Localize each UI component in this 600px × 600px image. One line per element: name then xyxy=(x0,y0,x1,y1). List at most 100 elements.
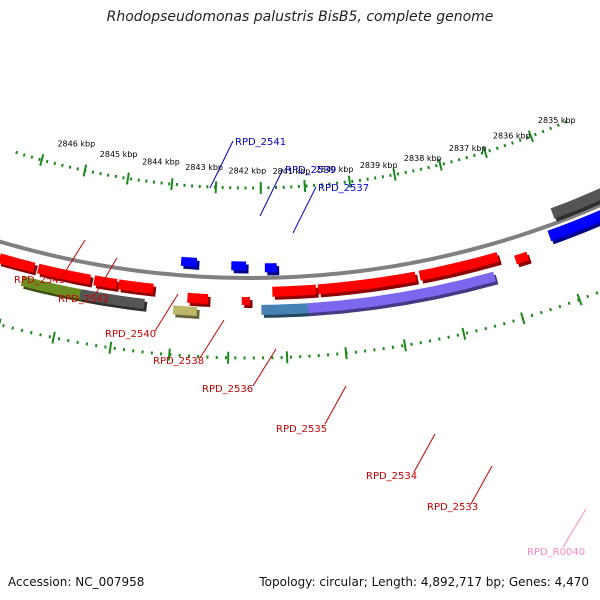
outer-major-tick xyxy=(214,181,218,194)
outer-minor-tick xyxy=(53,161,57,166)
inner-minor-tick xyxy=(39,333,42,337)
label-leader xyxy=(292,186,317,234)
inner-minor-tick xyxy=(475,329,478,333)
outer-major-tick xyxy=(392,168,397,181)
cds-reverse xyxy=(547,210,600,242)
label-leader xyxy=(154,293,179,332)
gene-label: RPD_2541 xyxy=(235,137,286,148)
scale-tick-label: 2842 kbp xyxy=(229,166,267,175)
inner-minor-tick xyxy=(2,324,5,328)
gene-label: RPD_2543 xyxy=(14,275,65,286)
cds-forward xyxy=(514,251,530,265)
outer-minor-tick xyxy=(381,175,385,179)
outer-minor-tick xyxy=(503,143,507,148)
tick-labels: 2846 kbp 2845 kbp 2844 kbp 2843 kbp 2842 kbp… xyxy=(57,116,575,176)
inner-minor-tick xyxy=(438,337,441,341)
gene-labels: RPD_2541 RPD_2539 RPD_2537 RPD_2543 RPD_2542… xyxy=(14,137,585,558)
gene-label: RPD_2536 xyxy=(202,384,253,395)
cds-forward xyxy=(187,292,209,304)
inner-minor-tick xyxy=(48,335,52,339)
gene-olive xyxy=(20,276,81,299)
outer-minor-tick xyxy=(465,155,469,160)
gene-khaki xyxy=(172,305,198,316)
outer-minor-tick xyxy=(472,153,476,158)
inner-minor-tick xyxy=(447,335,450,339)
inner-minor-tick xyxy=(20,328,24,333)
inner-minor-tick xyxy=(428,339,432,343)
scale-tick-label: 2844 kbp xyxy=(142,158,180,167)
outer-major-tick xyxy=(527,130,534,143)
outer-minor-tick xyxy=(541,129,545,134)
accession-text: Accession: NC_007958 xyxy=(8,575,145,589)
outer-minor-tick xyxy=(427,165,430,170)
label-leader xyxy=(209,140,234,189)
inner-minor-tick xyxy=(419,341,423,345)
scale-tick-label: 2835 kbp xyxy=(538,116,576,125)
inner-major-tick xyxy=(0,318,2,325)
label-leader xyxy=(259,168,284,217)
gene-label: RPD_2534 xyxy=(366,471,417,482)
inner-minor-tick xyxy=(67,338,70,343)
outer-minor-tick xyxy=(511,141,514,145)
outer-minor-tick xyxy=(526,135,530,140)
outer-minor-tick xyxy=(450,160,453,164)
outer-minor-tick xyxy=(488,148,492,153)
cds-forward xyxy=(93,275,118,289)
scale-tick-label: 2836 kbp xyxy=(493,132,531,141)
outer-minor-tick xyxy=(419,167,423,171)
outer-major-tick xyxy=(82,164,88,177)
outer-minor-tick xyxy=(68,165,72,169)
gene-steelblue xyxy=(261,303,309,315)
cds-reverse xyxy=(264,263,277,273)
inner-minor-tick xyxy=(493,324,497,328)
scale-tick-label: 2843 kbp xyxy=(185,163,223,172)
inner-major-tick xyxy=(51,331,56,344)
outer-minor-tick xyxy=(457,158,461,162)
map-title: Rhodopseudomonas palustris BisB5, comple… xyxy=(106,9,494,25)
outer-minor-tick xyxy=(396,172,400,176)
label-leader xyxy=(470,465,493,505)
outer-minor-tick xyxy=(549,126,553,131)
label-leader xyxy=(252,348,277,387)
inner-minor-tick xyxy=(549,307,553,312)
outer-minor-tick xyxy=(533,132,537,137)
scale-tick-label: 2841 kbp xyxy=(273,167,311,176)
outer-minor-tick xyxy=(38,157,41,162)
outer-minor-tick xyxy=(22,153,26,157)
label-leader xyxy=(562,508,587,548)
cds-forward xyxy=(272,284,317,297)
scale-tick-label: 2845 kbp xyxy=(100,150,138,159)
genome-summary: Topology: circular; Length: 4,892,717 bp… xyxy=(259,575,589,589)
inner-minor-tick xyxy=(85,342,89,346)
gene-slateblue xyxy=(307,271,496,314)
outer-minor-tick xyxy=(76,167,79,171)
outer-minor-tick xyxy=(45,159,49,164)
outer-minor-tick xyxy=(30,155,34,159)
inner-major-tick xyxy=(402,339,407,352)
cds-forward xyxy=(418,252,500,281)
outer-minor-tick xyxy=(15,150,19,155)
outer-minor-tick xyxy=(91,170,95,174)
gene-label: RPD_2540 xyxy=(105,329,156,340)
gene-darkgray xyxy=(550,188,600,219)
gene-label: RPD_2537 xyxy=(318,183,369,194)
inner-minor-tick xyxy=(502,321,506,326)
inner-minor-tick xyxy=(465,331,469,335)
inner-minor-tick xyxy=(410,342,413,346)
cds-forward xyxy=(241,297,250,305)
label-leader xyxy=(324,385,347,425)
outer-minor-tick xyxy=(61,163,64,168)
inner-minor-tick xyxy=(530,313,534,318)
gene-label: RPD_2535 xyxy=(276,424,327,435)
label-leader xyxy=(199,319,225,359)
label-leaders xyxy=(61,140,587,548)
outer-minor-tick xyxy=(556,123,560,127)
outer-minor-tick xyxy=(518,138,522,142)
inner-minor-tick xyxy=(76,340,79,345)
outer-minor-tick xyxy=(106,173,110,177)
outer-minor-tick xyxy=(99,172,102,176)
scale-ring xyxy=(0,120,599,364)
inner-minor-tick xyxy=(576,298,580,302)
outer-minor-tick xyxy=(412,169,415,173)
outer-minor-tick xyxy=(389,173,392,178)
